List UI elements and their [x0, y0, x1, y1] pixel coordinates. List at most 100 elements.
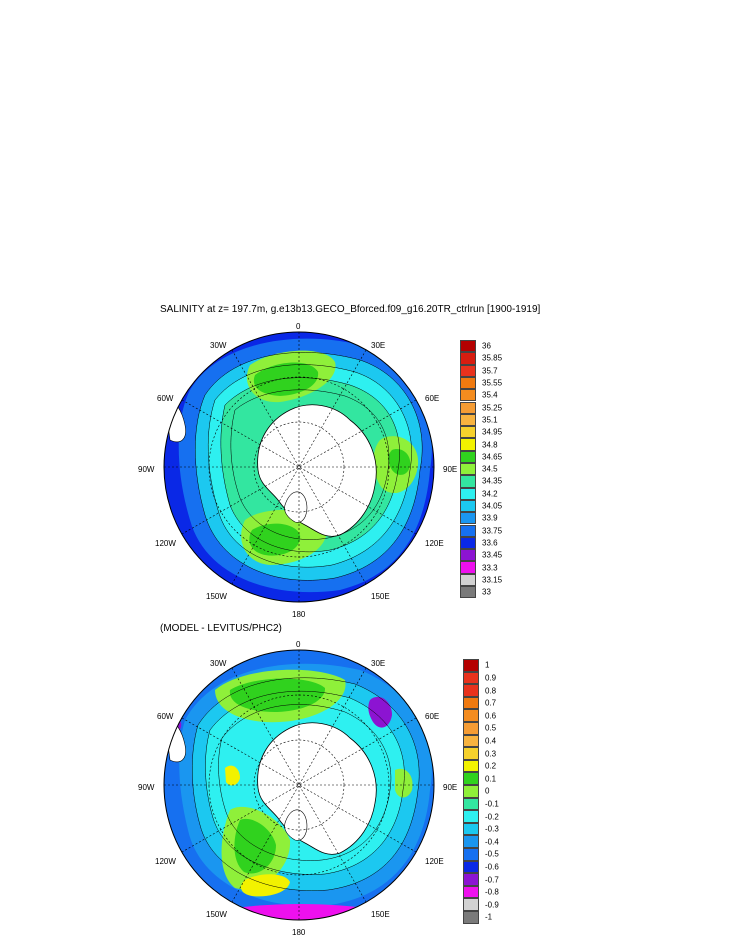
bottom-lon-150e: 150E — [371, 910, 390, 919]
top-colorbar-swatch — [460, 536, 476, 550]
top-lon-60w: 60W — [157, 394, 174, 403]
bottom-colorbar-swatch — [463, 734, 479, 748]
bottom-colorbar-label: 0.5 — [485, 723, 497, 733]
bottom-colorbar-swatch — [463, 810, 479, 823]
top-colorbar-label: 35.1 — [482, 415, 498, 425]
top-colorbar-swatch — [460, 487, 476, 500]
top-lon-90e: 90E — [443, 465, 458, 474]
top-colorbar-label: 33.45 — [482, 550, 503, 560]
bottom-lon-60w: 60W — [157, 712, 174, 721]
top-colorbar-swatch — [460, 376, 476, 390]
bottom-colorbar-swatch — [463, 772, 479, 785]
bottom-colorbar-label: 0.4 — [485, 736, 497, 746]
bottom-lon-120e: 120E — [425, 857, 444, 866]
bottom-colorbar-swatch — [463, 671, 479, 685]
top-colorbar-swatch — [460, 512, 476, 525]
top-colorbar-swatch — [460, 340, 476, 353]
top-colorbar-label: 35.4 — [482, 390, 498, 400]
top-colorbar-label: 35.7 — [482, 366, 498, 376]
bottom-colorbar-swatch — [463, 911, 479, 924]
bottom-colorbar-label: -0.9 — [485, 900, 499, 910]
top-colorbar-label: 33 — [482, 587, 491, 597]
top-lon-60e: 60E — [425, 394, 440, 403]
bottom-colorbar-label: -0.1 — [485, 799, 499, 809]
bottom-colorbar-swatch — [463, 885, 479, 899]
bottom-colorbar-swatch — [463, 860, 479, 874]
top-colorbar-label: 33.6 — [482, 538, 498, 548]
bottom-colorbar-swatch — [463, 659, 479, 672]
bottom-lon-180: 180 — [292, 928, 306, 937]
bottom-colorbar-label: -0.6 — [485, 862, 499, 872]
top-lon-30w: 30W — [210, 341, 227, 350]
bottom-lon-90e: 90E — [443, 783, 458, 792]
bottom-colorbar-label: -0.2 — [485, 812, 499, 821]
top-colorbar-label: 36 — [482, 341, 491, 351]
top-colorbar-swatch — [460, 524, 476, 537]
bottom-colorbar-label: -1 — [485, 912, 493, 922]
bottom-lon-60e: 60E — [425, 712, 440, 721]
bottom-colorbar-swatch — [463, 785, 479, 798]
bottom-colorbar-swatch — [463, 722, 479, 735]
bottom-colorbar-label: 0.1 — [485, 774, 497, 784]
bottom-panel-title: (MODEL - LEVITUS/PHC2) — [160, 623, 282, 634]
bottom-colorbar-swatch — [463, 848, 479, 861]
top-colorbar-swatch — [460, 499, 476, 513]
bottom-colorbar-swatch — [463, 696, 479, 710]
top-colorbar-label: 35.55 — [482, 378, 503, 388]
bottom-colorbar-swatch — [463, 797, 479, 811]
bottom-colorbar-swatch — [463, 835, 479, 848]
bottom-colorbar-label: 0.2 — [485, 761, 497, 771]
top-colorbar-label: 34.8 — [482, 440, 498, 450]
top-colorbar-swatch — [460, 438, 476, 451]
bottom-colorbar-label: 0 — [485, 786, 490, 796]
bottom-colorbar-label: -0.8 — [485, 887, 499, 897]
bottom-colorbar-label: 1 — [485, 660, 490, 670]
top-colorbar-swatch — [460, 561, 476, 574]
top-colorbar-swatch — [460, 352, 476, 365]
top-colorbar-swatch — [460, 549, 476, 562]
top-colorbar-label: 34.2 — [482, 489, 498, 499]
top-lon-150e: 150E — [371, 592, 390, 601]
top-panel-title: SALINITY at z= 197.7m, g.e13b13.GECO_Bfo… — [160, 304, 541, 315]
top-lon-180: 180 — [292, 610, 306, 619]
bottom-colorbar-label: 0.3 — [485, 749, 497, 758]
top-lon-30e: 30E — [371, 341, 386, 350]
bottom-map-fill — [164, 650, 434, 920]
bottom-lon-30w: 30W — [210, 659, 227, 668]
top-colorbar-label: 34.05 — [482, 501, 503, 511]
top-colorbar-label: 33.75 — [482, 526, 503, 536]
top-colorbar-label: 34.5 — [482, 464, 498, 474]
top-colorbar-label: 33.3 — [482, 563, 498, 573]
bottom-colorbar-swatch — [463, 759, 479, 773]
bottom-colorbar-label: -0.3 — [485, 824, 499, 834]
top-colorbar-label: 35.85 — [482, 353, 503, 363]
top-colorbar-swatch — [460, 364, 476, 377]
bottom-lon-30e: 30E — [371, 659, 386, 668]
top-colorbar-label: 34.95 — [482, 427, 503, 437]
bottom-colorbar-swatch — [463, 709, 479, 722]
bottom-colorbar-label: -0.5 — [485, 849, 499, 859]
top-colorbar-label: 34.35 — [482, 476, 503, 486]
bottom-colorbar-swatch — [463, 747, 479, 760]
bottom-colorbar-swatch — [463, 684, 479, 697]
top-lon-120e: 120E — [425, 539, 444, 548]
bottom-colorbar-label: 0.9 — [485, 673, 497, 683]
top-colorbar-label: 33.9 — [482, 513, 498, 523]
top-colorbar-swatch — [460, 475, 476, 488]
bottom-lon-120w: 120W — [155, 857, 176, 866]
bottom-colorbar-label: -0.7 — [485, 875, 499, 884]
bottom-lon-90w: 90W — [138, 783, 155, 792]
top-colorbar-swatch — [460, 413, 476, 427]
top-lon-0: 0 — [296, 322, 301, 331]
top-colorbar-swatch — [460, 573, 476, 586]
bottom-colorbar-swatch — [463, 873, 479, 886]
bottom-colorbar-label: 0.8 — [485, 686, 497, 695]
bottom-colorbar-label: 0.7 — [485, 698, 497, 708]
bottom-lon-150w: 150W — [206, 910, 227, 919]
top-lon-90w: 90W — [138, 465, 155, 474]
top-map-fill — [164, 332, 434, 602]
top-colorbar-label: 33.15 — [482, 575, 503, 585]
bottom-colorbar-label: -0.4 — [485, 837, 499, 847]
bottom-colorbar-swatch — [463, 898, 479, 911]
